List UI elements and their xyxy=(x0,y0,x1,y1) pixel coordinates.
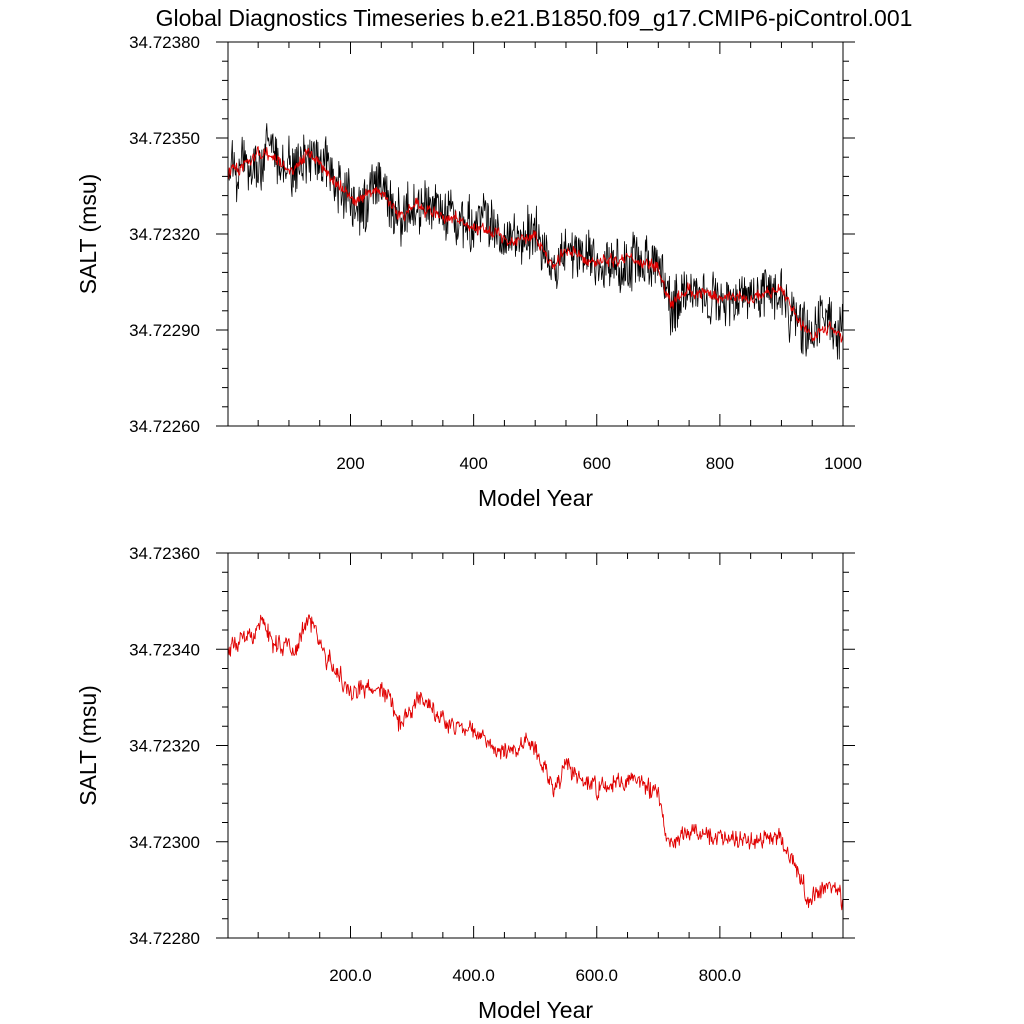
series-line-smoothed xyxy=(227,146,844,343)
y-axis-label: SALT (msu) xyxy=(75,685,101,806)
y-tick-label: 34.72290 xyxy=(129,321,200,340)
series-line-smoothed xyxy=(227,614,844,911)
x-tick-label: 800 xyxy=(706,454,734,473)
y-tick-label: 34.72350 xyxy=(129,129,200,148)
x-axis-label: Model Year xyxy=(478,997,593,1023)
y-tick-label: 34.72380 xyxy=(129,33,200,52)
bottom-panel: 200.0 400.0 600.0 800.0 34.72280 34.72300 34.7… xyxy=(75,544,855,1023)
panels: 200 400 600 800 1000 34.72260 34.72290 34.72320… xyxy=(75,33,862,1023)
top-panel: 200 400 600 800 1000 34.72260 34.72290 34.72320… xyxy=(75,33,862,511)
y-tick-label: 34.72360 xyxy=(129,544,200,563)
y-tick-label: 34.72300 xyxy=(129,833,200,852)
y-tick-label: 34.72320 xyxy=(129,737,200,756)
y-tick-label: 34.72260 xyxy=(129,417,200,436)
x-tick-label: 200.0 xyxy=(329,966,372,985)
x-tick-label: 1000 xyxy=(824,454,862,473)
x-axis-label: Model Year xyxy=(478,485,593,511)
chart-title: Global Diagnostics Timeseries b.e21.B185… xyxy=(156,5,913,31)
y-tick-label: 34.72320 xyxy=(129,225,200,244)
y-tick-label: 34.72280 xyxy=(129,929,200,948)
x-tick-label: 400.0 xyxy=(452,966,495,985)
series-line-annual xyxy=(227,123,844,360)
y-tick-label: 34.72340 xyxy=(129,640,200,659)
x-tick-label: 400 xyxy=(459,454,487,473)
x-tick-label: 600.0 xyxy=(575,966,618,985)
x-tick-label: 200 xyxy=(336,454,364,473)
x-tick-label: 600 xyxy=(583,454,611,473)
x-tick-label: 800.0 xyxy=(699,966,742,985)
y-axis-label: SALT (msu) xyxy=(75,174,101,295)
